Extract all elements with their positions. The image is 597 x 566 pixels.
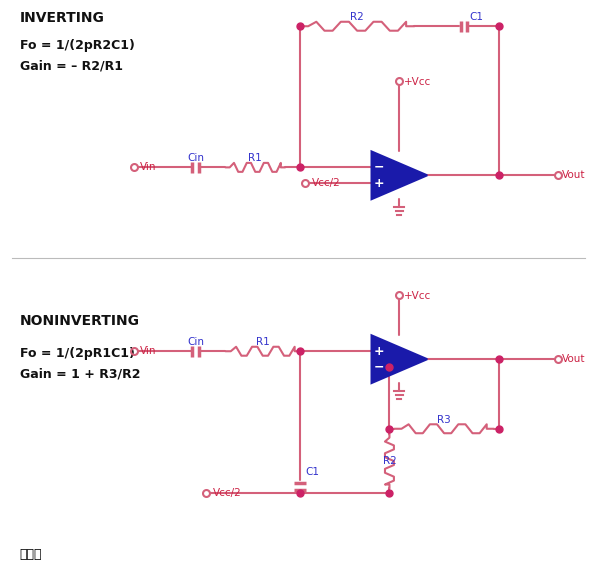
Text: R2: R2 xyxy=(383,456,396,466)
Text: R3: R3 xyxy=(437,415,451,425)
Text: +Vcc: +Vcc xyxy=(404,77,432,87)
Text: Cin: Cin xyxy=(187,153,204,164)
Text: 图十三: 图十三 xyxy=(20,548,42,561)
Text: +: + xyxy=(373,345,384,358)
Text: Fo = 1/(2pR2C1): Fo = 1/(2pR2C1) xyxy=(20,39,134,52)
Text: −: − xyxy=(373,361,384,374)
Text: Vout: Vout xyxy=(562,354,586,364)
Text: +Vcc: +Vcc xyxy=(404,290,432,301)
Polygon shape xyxy=(371,152,427,199)
Text: Vcc/2: Vcc/2 xyxy=(213,488,241,499)
Text: Vcc/2: Vcc/2 xyxy=(312,178,341,188)
Text: Vin: Vin xyxy=(140,162,156,173)
Text: +: + xyxy=(373,177,384,190)
Text: C1: C1 xyxy=(469,12,483,22)
Text: Vout: Vout xyxy=(562,170,586,181)
Polygon shape xyxy=(371,335,427,383)
Text: C1: C1 xyxy=(305,466,319,477)
Text: Vin: Vin xyxy=(140,346,156,356)
Text: Gain = – R2/R1: Gain = – R2/R1 xyxy=(20,59,123,72)
Text: Cin: Cin xyxy=(187,337,204,348)
Text: R1: R1 xyxy=(248,153,262,164)
Text: R1: R1 xyxy=(256,337,270,348)
Text: Gain = 1 + R3/R2: Gain = 1 + R3/R2 xyxy=(20,367,140,380)
Text: R2: R2 xyxy=(350,12,364,22)
Text: NONINVERTING: NONINVERTING xyxy=(20,315,140,328)
Text: −: − xyxy=(373,161,384,174)
Text: INVERTING: INVERTING xyxy=(20,11,104,25)
Text: Fo = 1/(2pR1C1): Fo = 1/(2pR1C1) xyxy=(20,348,134,361)
